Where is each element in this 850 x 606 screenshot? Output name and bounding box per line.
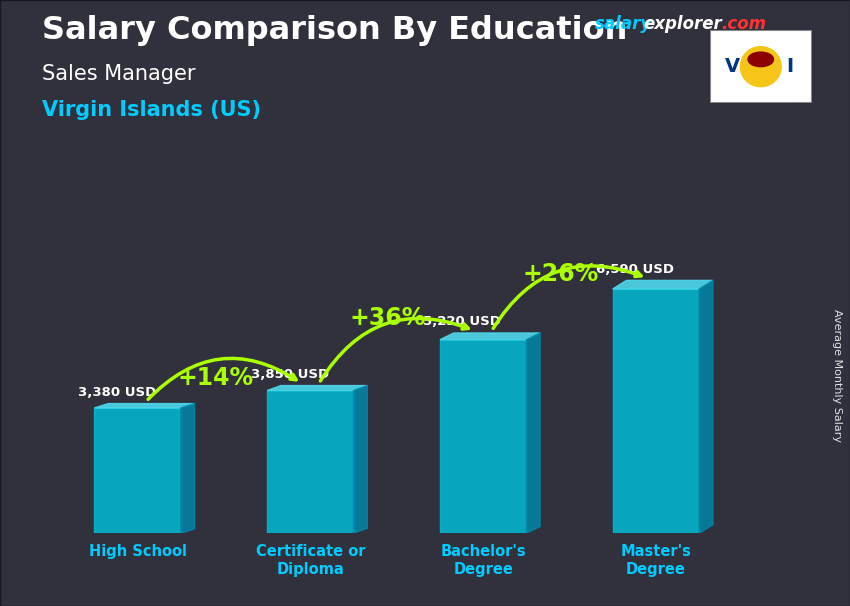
Polygon shape xyxy=(94,408,181,533)
Text: Salary Comparison By Education: Salary Comparison By Education xyxy=(42,15,628,46)
Polygon shape xyxy=(440,340,526,533)
Text: V: V xyxy=(725,57,740,76)
Text: +26%: +26% xyxy=(523,262,599,286)
Text: Sales Manager: Sales Manager xyxy=(42,64,196,84)
Polygon shape xyxy=(440,333,540,340)
Text: +14%: +14% xyxy=(177,365,253,390)
Text: Average Monthly Salary: Average Monthly Salary xyxy=(832,309,842,442)
Polygon shape xyxy=(181,404,195,533)
Polygon shape xyxy=(526,333,540,533)
Polygon shape xyxy=(354,385,367,533)
Text: 5,220 USD: 5,220 USD xyxy=(423,315,502,328)
Polygon shape xyxy=(613,289,699,533)
Text: 3,850 USD: 3,850 USD xyxy=(251,368,329,381)
Text: Virgin Islands (US): Virgin Islands (US) xyxy=(42,100,262,120)
Polygon shape xyxy=(613,281,713,289)
Text: .com: .com xyxy=(721,15,766,33)
Ellipse shape xyxy=(740,47,781,87)
Text: explorer: explorer xyxy=(643,15,722,33)
Polygon shape xyxy=(267,385,367,390)
Text: 3,380 USD: 3,380 USD xyxy=(77,386,156,399)
Polygon shape xyxy=(94,404,195,408)
Text: +36%: +36% xyxy=(350,306,426,330)
Text: salary: salary xyxy=(595,15,652,33)
Polygon shape xyxy=(699,281,713,533)
Ellipse shape xyxy=(748,52,774,67)
Polygon shape xyxy=(267,390,354,533)
Text: 6,590 USD: 6,590 USD xyxy=(596,262,674,276)
Text: I: I xyxy=(786,57,793,76)
